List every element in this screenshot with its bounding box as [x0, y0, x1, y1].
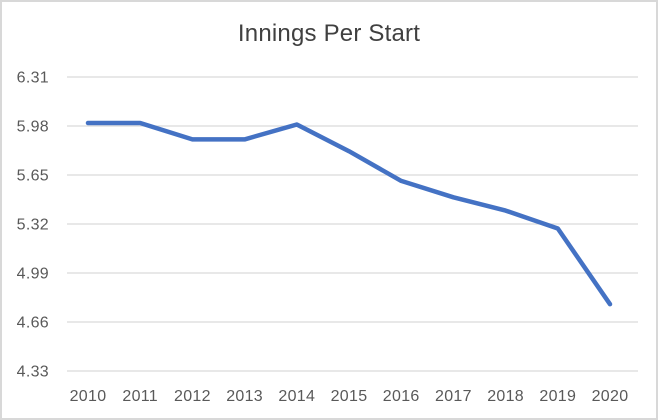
data-series-line [85, 120, 613, 307]
x-axis-tick-label: 2015 [331, 388, 368, 405]
y-axis-tick-label: 5.98 [17, 119, 49, 136]
y-axis-tick-label: 4.66 [17, 315, 49, 332]
x-axis-tick-label: 2010 [70, 388, 107, 405]
x-axis-tick-label: 2019 [539, 388, 576, 405]
y-axis-tick-label: 5.32 [17, 217, 49, 234]
y-axis-tick-label: 4.99 [17, 266, 49, 283]
x-axis-tick-label: 2012 [174, 388, 211, 405]
x-axis-tick-label: 2014 [278, 388, 315, 405]
y-axis-tick-label: 4.33 [17, 364, 49, 381]
x-axis-tick-label: 2016 [383, 388, 420, 405]
y-axis-tick-label: 5.65 [17, 168, 49, 185]
x-axis-tick-label: 2018 [487, 388, 524, 405]
x-axis-tick-label: 2013 [226, 388, 263, 405]
chart-title: Innings Per Start [237, 20, 421, 47]
x-axis-tick-label: 2011 [122, 388, 158, 405]
x-axis-tick-label: 2017 [435, 388, 472, 405]
y-axis-tick-label: 6.31 [17, 70, 49, 87]
x-axis-tick-label: 2020 [592, 388, 629, 405]
